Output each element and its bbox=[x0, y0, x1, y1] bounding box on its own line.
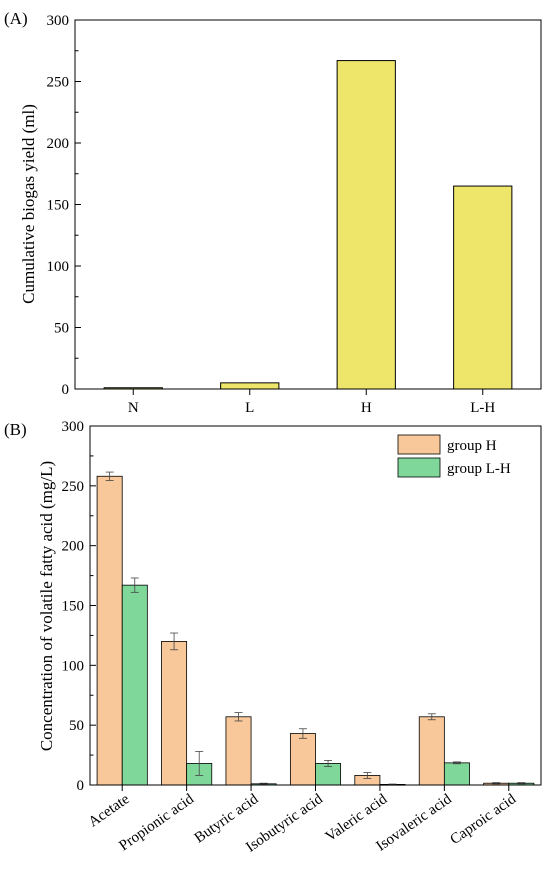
x-tick-label: N bbox=[128, 400, 139, 416]
y-tick-label: 250 bbox=[62, 479, 85, 495]
panel-a-y-axis-label: Cumulative biogas yield (ml) bbox=[19, 104, 38, 304]
error-bar bbox=[517, 782, 526, 785]
y-tick-label: 300 bbox=[62, 419, 85, 435]
x-tick-label: L-H bbox=[470, 400, 495, 416]
error-bar bbox=[195, 751, 204, 776]
x-tick-label: Caproic acid bbox=[447, 791, 519, 848]
error-bar bbox=[492, 782, 501, 785]
legend-swatch-group-h bbox=[397, 434, 441, 455]
bar-group-l-h-acetate bbox=[121, 584, 148, 786]
bar-l bbox=[220, 382, 280, 390]
error-bar bbox=[298, 728, 307, 739]
legend-label-group-l-h: group L-H bbox=[447, 461, 511, 477]
error-bar bbox=[105, 471, 114, 481]
bar-group-l-h-isovaleric-acid bbox=[443, 762, 470, 786]
legend-swatch-group-l-h bbox=[397, 457, 441, 478]
bar-group-h-butyric-acid bbox=[225, 716, 252, 786]
y-tick-label: 0 bbox=[62, 382, 70, 398]
y-tick-label: 200 bbox=[47, 136, 70, 152]
panel-b-y-ticks: 0 50 100 150 200 250 300 bbox=[62, 419, 96, 794]
error-bar bbox=[130, 577, 139, 593]
y-tick-label: 150 bbox=[62, 599, 85, 615]
panel-b: (B) 0 50 100 150 200 250 300 AcetatePropionic … bbox=[4, 419, 542, 856]
error-bar bbox=[234, 712, 243, 722]
error-bar bbox=[363, 772, 372, 779]
y-tick-label: 300 bbox=[47, 13, 70, 29]
error-bar bbox=[427, 713, 436, 721]
x-tick-label: Acetate bbox=[86, 791, 133, 831]
bar-group-h-propionic-acid bbox=[161, 641, 188, 786]
bar-l-h bbox=[453, 185, 513, 390]
x-tick-label: L bbox=[245, 400, 254, 416]
bar-h bbox=[336, 60, 396, 390]
y-tick-label: 50 bbox=[54, 321, 69, 337]
error-bar bbox=[324, 760, 333, 767]
y-tick-label: 150 bbox=[47, 198, 70, 214]
panel-b-bars bbox=[96, 471, 535, 786]
panel-a: (A) 0 50 100 150 200 250 300 N L H L-H Cumulative… bbox=[4, 9, 542, 416]
error-bar bbox=[452, 761, 461, 765]
bar-group-h-acetate bbox=[96, 475, 123, 786]
panel-a-x-ticks: N L H L-H bbox=[128, 389, 495, 416]
y-tick-label: 200 bbox=[62, 539, 85, 555]
y-tick-label: 50 bbox=[69, 718, 84, 734]
y-tick-label: 100 bbox=[62, 658, 85, 674]
x-tick-label: H bbox=[361, 400, 372, 416]
legend-label-group-h: group H bbox=[447, 438, 497, 454]
y-tick-label: 250 bbox=[47, 75, 70, 91]
y-tick-label: 0 bbox=[77, 778, 85, 794]
panel-a-y-ticks: 0 50 100 150 200 250 300 bbox=[47, 13, 81, 398]
panel-b-label: (B) bbox=[4, 420, 27, 439]
panel-b-y-axis-label: Concentration of volatile fatty acid (mg… bbox=[37, 461, 56, 751]
bar-group-h-isovaleric-acid bbox=[418, 716, 445, 786]
bar-group-h-isobutyric-acid bbox=[289, 733, 316, 786]
panel-b-axes-frame bbox=[89, 425, 542, 786]
legend: group H group L-H bbox=[397, 434, 511, 478]
panel-a-bars bbox=[103, 60, 513, 390]
y-tick-label: 100 bbox=[47, 259, 70, 275]
panel-a-label: (A) bbox=[4, 9, 28, 28]
error-bar bbox=[170, 632, 179, 651]
error-bar bbox=[259, 782, 268, 785]
